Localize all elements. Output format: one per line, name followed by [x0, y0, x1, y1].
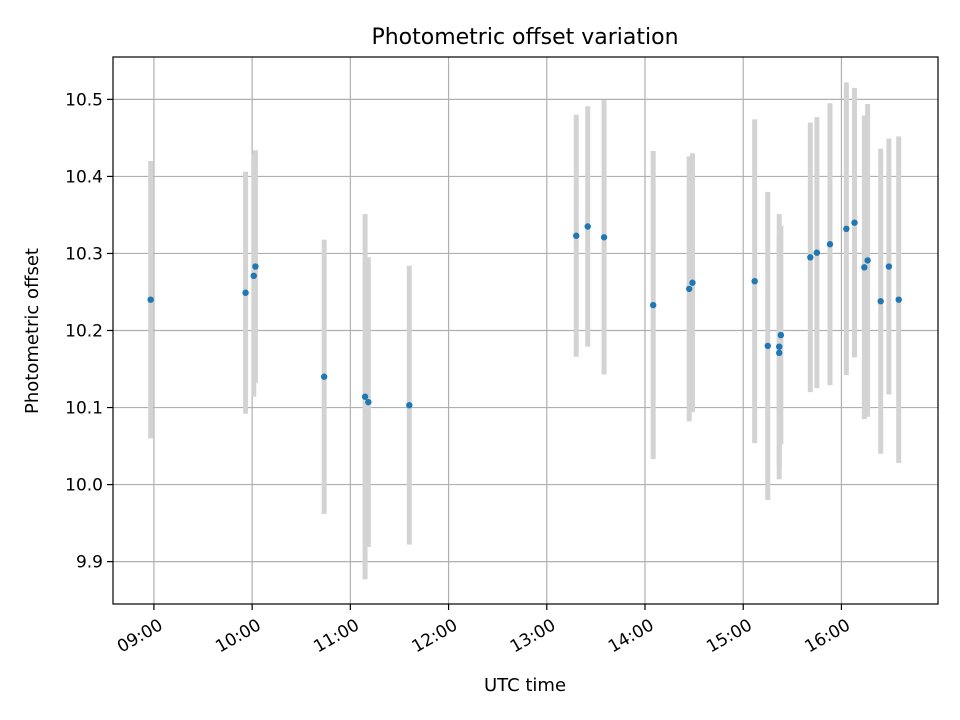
- data-point: [689, 279, 696, 286]
- y-tick-label: 10.2: [65, 322, 103, 342]
- data-point: [406, 402, 413, 409]
- data-point: [751, 277, 758, 285]
- data-point: [826, 241, 834, 248]
- data-point: [851, 219, 858, 226]
- data-point: [365, 398, 372, 406]
- x-ticks: 09:00 10:00 11:00 12:00 13:00 14:00 15:00 16:00: [114, 604, 854, 657]
- data-point: [877, 298, 884, 305]
- data-point: [895, 296, 902, 303]
- data-point: [777, 331, 785, 339]
- y-tick-label: 10.4: [65, 167, 103, 187]
- data-point: [147, 296, 154, 303]
- data-point: [649, 301, 657, 309]
- data-point: [250, 272, 257, 279]
- x-tick-label: 13:00: [507, 615, 559, 657]
- y-tick-label: 10.0: [65, 476, 103, 496]
- data-point: [764, 342, 771, 350]
- data-point: [864, 257, 871, 264]
- x-tick-label: 14:00: [605, 615, 657, 657]
- y-ticks: 9.9 10.0 10.1 10.2 10.3 10.4 10.5: [65, 90, 113, 573]
- chart-title: Photometric offset variation: [371, 25, 678, 50]
- x-axis-label: UTC time: [484, 675, 566, 696]
- data-point: [320, 373, 328, 380]
- y-tick-label: 9.9: [76, 553, 103, 573]
- data-point: [807, 254, 814, 261]
- y-tick-label: 10.3: [65, 244, 103, 264]
- data-point: [600, 234, 608, 241]
- data-point: [885, 263, 893, 270]
- data-point: [252, 263, 259, 270]
- data-point: [361, 393, 369, 400]
- x-tick-label: 12:00: [409, 615, 461, 657]
- x-tick-label: 10:00: [212, 615, 264, 657]
- data-point: [776, 343, 783, 350]
- x-tick-label: 11:00: [310, 615, 362, 657]
- data-point: [813, 249, 821, 256]
- data-point: [685, 285, 693, 293]
- data-point: [584, 223, 591, 230]
- data-point: [861, 264, 868, 271]
- x-tick-label: 16:00: [801, 615, 853, 657]
- grid-lines: [113, 57, 938, 604]
- data-point: [242, 289, 249, 296]
- data-point: [776, 349, 783, 357]
- y-axis-label: Photometric offset: [22, 248, 43, 414]
- data-point: [843, 225, 850, 233]
- x-tick-label: 15:00: [703, 615, 755, 657]
- data-point: [573, 232, 580, 239]
- x-tick-label: 09:00: [114, 615, 166, 657]
- y-tick-label: 10.1: [65, 399, 103, 419]
- y-tick-label: 10.5: [65, 90, 103, 110]
- data-points: [147, 219, 902, 409]
